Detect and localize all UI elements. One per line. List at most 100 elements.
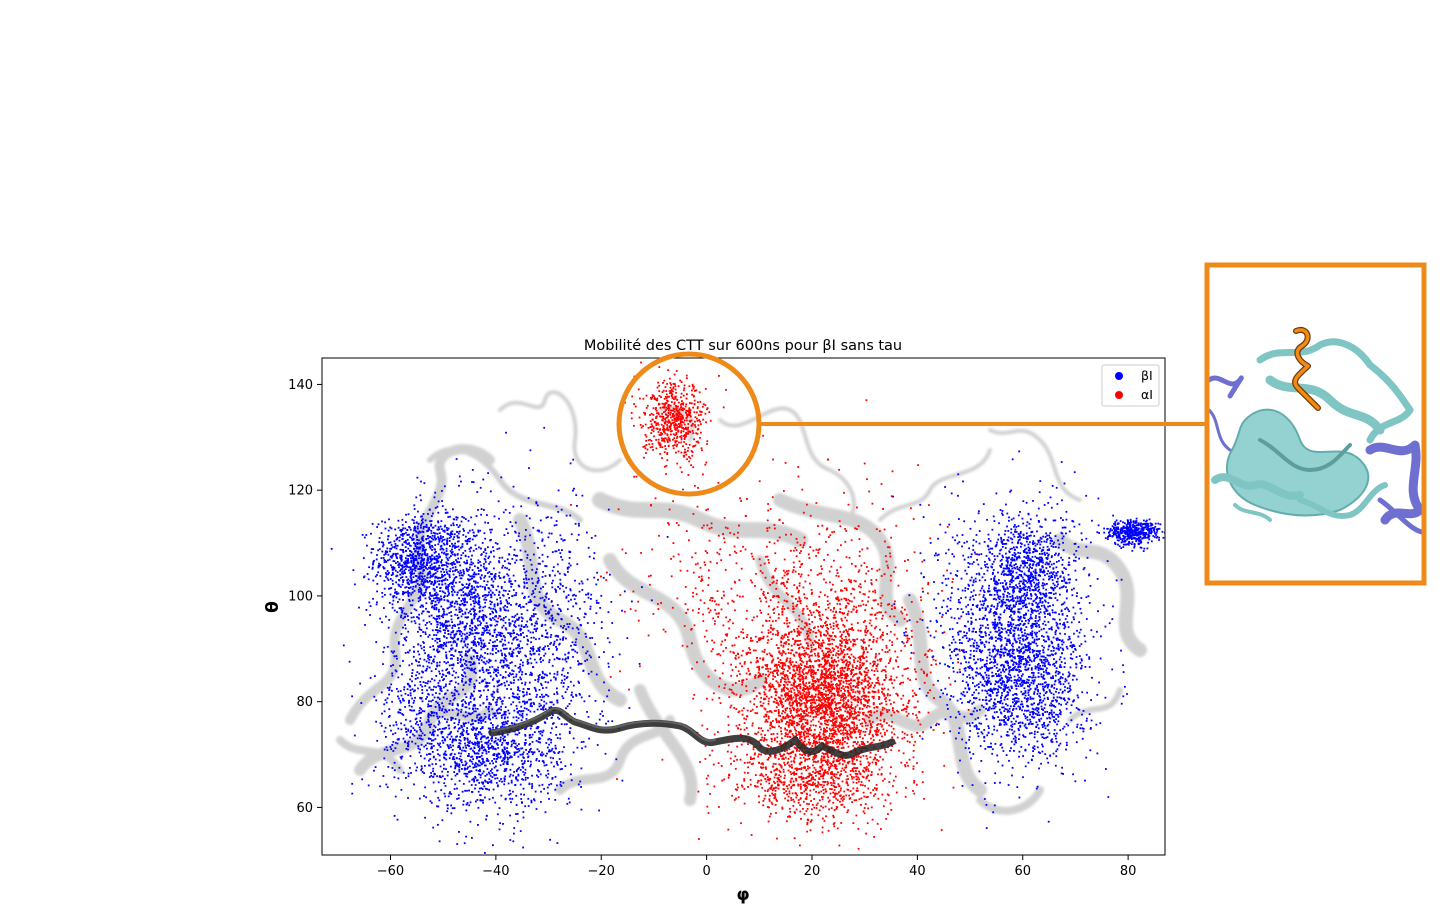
scatter-point [1039,525,1042,528]
scatter-point [593,576,596,579]
scatter-point [595,673,598,676]
scatter-point [445,620,447,622]
scatter-point [389,578,392,580]
scatter-point [520,759,523,762]
scatter-point [516,693,519,696]
scatter-point [432,599,435,602]
scatter-point [455,581,457,584]
scatter-point [511,525,514,528]
scatter-point [492,611,494,614]
scatter-point [557,489,560,492]
scatter-point [504,566,506,569]
scatter-point [436,664,438,667]
scatter-point [523,596,526,599]
scatter-point [494,608,497,611]
scatter-point [489,747,491,749]
scatter-point [457,765,459,767]
scatter-point [423,745,426,748]
scatter-point [507,709,510,712]
scatter-point [564,691,567,693]
scatter-point [571,648,574,651]
scatter-point [451,631,454,634]
scatter-point [558,758,561,760]
scatter-point [608,689,610,692]
scatter-point [456,614,459,617]
scatter-point [518,743,520,745]
scatter-point [418,734,421,737]
scatter-point [487,672,490,675]
scatter-point [369,605,372,607]
scatter-point [499,674,502,676]
scatter-point [480,616,483,619]
scatter-point [549,750,552,753]
scatter-point [568,557,571,559]
scatter-point [489,675,492,678]
scatter-point [536,708,539,711]
scatter-point [517,686,519,689]
scatter-point [494,624,497,627]
scatter-point [483,558,486,560]
scatter-point [478,731,480,733]
scatter-point [403,566,406,568]
scatter-point [562,636,565,639]
scatter-point [509,797,511,800]
scatter-point [436,505,439,508]
scatter-point [433,588,436,591]
scatter-point [607,611,610,613]
scatter-point [1007,784,1010,786]
scatter-point [474,609,476,612]
scatter-point [408,600,411,602]
scatter-point [440,595,442,598]
scatter-point [453,692,456,695]
scatter-point [550,634,553,636]
scatter-point [407,694,410,696]
scatter-point [437,629,440,632]
scatter-point [397,695,399,698]
scatter-point [496,785,499,788]
scatter-point [523,582,526,585]
scatter-point [552,653,554,656]
scatter-point [389,746,392,748]
scatter-point [1007,539,1010,542]
scatter-point [471,587,474,590]
scatter-point [495,755,498,757]
scatter-point [477,619,479,622]
scatter-point [542,677,544,680]
scatter-point [417,532,420,535]
scatter-point [413,650,415,653]
scatter-point [451,657,453,660]
scatter-point [453,624,456,626]
scatter-point [1016,600,1019,603]
scatter-point [400,559,403,562]
scatter-point [482,639,485,642]
scatter-point [409,554,411,557]
scatter-point [546,555,549,558]
scatter-point [456,703,459,705]
scatter-point [411,570,414,573]
scatter-point [446,532,449,535]
scatter-point [591,637,594,639]
scatter-point [465,535,467,538]
scatter-point [405,747,408,750]
scatter-point [529,534,531,537]
scatter-point [1069,645,1072,647]
scatter-point [473,591,476,594]
scatter-point [421,700,424,703]
scatter-point [384,527,387,530]
scatter-point [461,602,464,605]
scatter-point [395,670,398,673]
scatter-point [444,508,447,511]
scatter-point [477,531,480,533]
scatter-point [443,686,445,689]
scatter-point [555,726,558,728]
scatter-point [455,608,458,611]
scatter-point [441,490,443,492]
scatter-point [425,588,428,590]
scatter-point [400,568,402,571]
scatter-point [549,838,551,841]
scatter-point [504,508,507,511]
scatter-point [406,534,409,536]
scatter-point [438,650,441,653]
scatter-point [512,676,515,679]
scatter-point [430,723,432,726]
